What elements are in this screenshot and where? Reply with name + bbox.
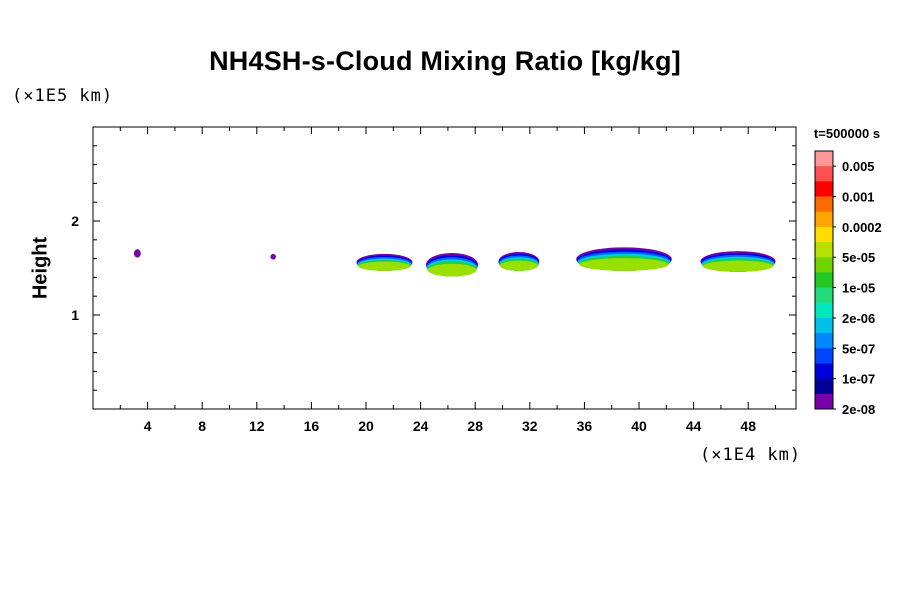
x-tick-label: 8	[198, 418, 206, 434]
cloud-band-5e-05	[427, 263, 477, 277]
x-tick-label: 16	[304, 418, 320, 434]
cloud-region-0	[133, 249, 141, 258]
cloud-region-5	[576, 247, 672, 271]
x-tick-label: 44	[686, 418, 702, 434]
x-tick-label: 4	[144, 418, 152, 434]
colorbar-segment	[815, 393, 833, 410]
cloud-region-1	[270, 253, 276, 260]
y-tick-label: 1	[71, 307, 79, 323]
cloud-band-5e-05	[579, 258, 669, 271]
colorbar-label: 2e-08	[842, 402, 875, 417]
x-tick-label: 12	[249, 418, 265, 434]
colorbar-segment	[815, 272, 833, 288]
cloud-band-5e-05	[358, 261, 411, 271]
colorbar-segment	[815, 226, 833, 243]
x-tick-label: 20	[358, 418, 374, 434]
colorbar-segment	[815, 287, 833, 304]
colorbar-segment	[815, 257, 833, 273]
x-tick-label: 24	[413, 418, 429, 434]
colorbar-label: 1e-05	[842, 281, 875, 296]
x-axis-unit-label: (×1E4 km)	[700, 445, 802, 465]
colorbar-segment	[815, 181, 833, 197]
cloud-band-2e-08	[270, 253, 276, 260]
colorbar-segment	[815, 302, 833, 319]
cloud-region-2	[356, 253, 413, 271]
x-tick-label: 32	[522, 418, 538, 434]
colorbar-label: 2e-06	[842, 311, 875, 326]
x-tick-label: 36	[577, 418, 593, 434]
cloud-region-4	[498, 252, 540, 271]
x-tick-label: 28	[467, 418, 483, 434]
colorbar-frame	[814, 150, 834, 410]
colorbar-segment	[815, 333, 833, 349]
cloud-band-5e-05	[499, 260, 539, 271]
colorbar-label: 1e-07	[842, 372, 875, 387]
y-tick-label: 2	[71, 213, 79, 229]
colorbar-segment	[815, 211, 833, 228]
colorbar-segment	[815, 166, 833, 182]
colorbar-label: 0.001	[842, 190, 875, 205]
colorbar-label: 5e-07	[842, 341, 875, 356]
cloud-field	[133, 247, 776, 277]
x-tick-label: 48	[740, 418, 756, 434]
colorbar-label: 0.0002	[842, 220, 882, 235]
cloud-region-3	[426, 252, 478, 277]
colorbar-label: 0.005	[842, 159, 875, 174]
colorbar-segment	[815, 196, 833, 213]
x-tick-label: 40	[631, 418, 647, 434]
cloud-region-6	[700, 251, 776, 272]
colorbar-segment	[815, 363, 833, 379]
colorbar-segment	[815, 242, 833, 258]
cloud-band-5e-05	[702, 260, 774, 272]
y-axis-unit-label: (×1E5 km)	[12, 86, 114, 106]
colorbar-segment	[815, 348, 833, 364]
colorbar-segment	[815, 378, 833, 395]
time-label: t=500000 s	[814, 126, 880, 141]
cloud-band-2e-08	[133, 249, 141, 258]
colorbar-segment	[815, 317, 833, 334]
colorbar-segment	[815, 151, 833, 167]
colorbar-label: 5e-05	[842, 250, 875, 265]
colorbar: t=500000 s 0.005 0.001 0.0002 5e-05 1e-05 2e-0…	[814, 126, 882, 417]
chart-title: NH4SH-s-Cloud Mixing Ratio [kg/kg]	[209, 46, 681, 76]
